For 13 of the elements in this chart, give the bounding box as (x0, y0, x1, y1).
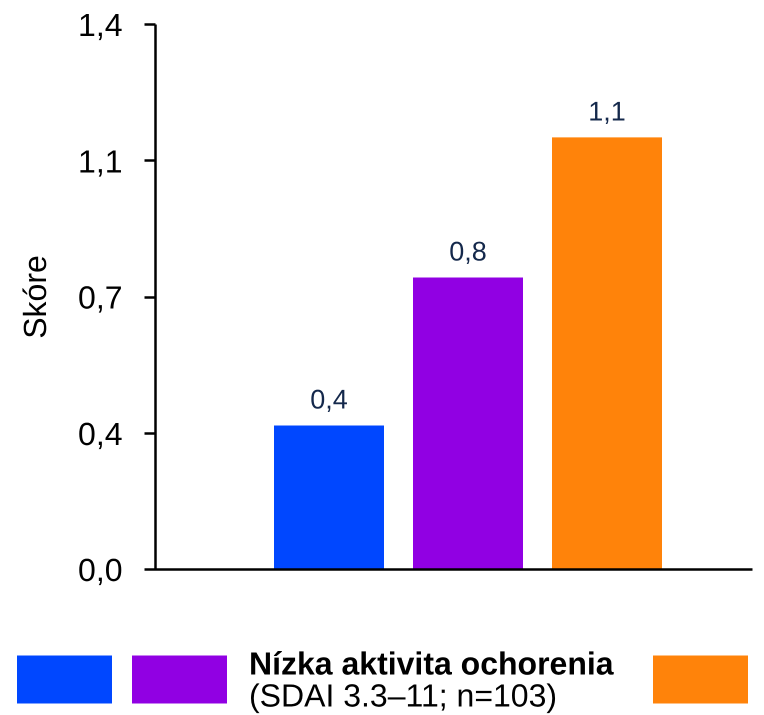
data-label: 0,4 (310, 384, 348, 414)
data-label: 0,8 (449, 236, 487, 267)
y-tick-label: 1,1 (78, 143, 122, 180)
bar (552, 137, 662, 570)
y-axis-title: Skóre (17, 255, 54, 339)
legend-label: Nízka aktivita ochorenia (SDAI 3.3–11; n=103) (249, 646, 614, 714)
y-tick-label: 0,0 (78, 552, 122, 588)
y-tick-label: 1,4 (78, 7, 122, 43)
y-tick-label: 0,4 (78, 416, 122, 452)
data-label: 1,1 (588, 96, 626, 126)
bar (274, 425, 384, 570)
bar (413, 278, 523, 570)
y-tick-label: 0,7 (78, 280, 122, 316)
